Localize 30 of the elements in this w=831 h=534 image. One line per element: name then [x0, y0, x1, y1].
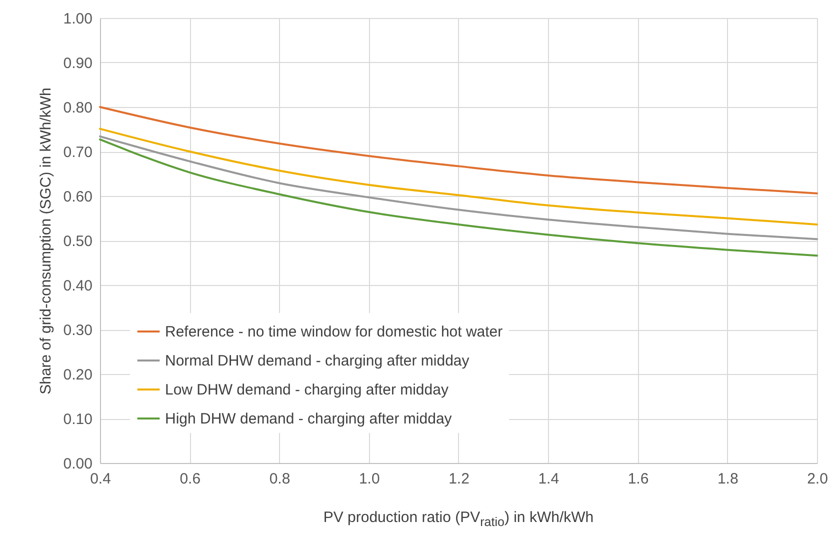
y-tick-label: 0.70	[63, 144, 92, 161]
y-tick-label: 0.10	[63, 411, 92, 428]
y-axis-title: Share of grid-consumption (SGC) in kWh/kWh	[37, 88, 54, 394]
y-tick-label: 0.60	[63, 188, 92, 206]
legend-label: High DHW demand - charging after midday	[165, 410, 452, 428]
y-tick-label: 0.40	[63, 278, 92, 294]
x-tick-label: 0.6	[180, 470, 201, 488]
x-tick-label: 2.0	[807, 470, 828, 488]
x-tick-label: 0.8	[269, 470, 290, 488]
y-tick-label: 0.00	[63, 456, 92, 472]
legend-label: Reference - no time window for domestic hot water	[165, 324, 503, 340]
x-tick-label: 1.8	[717, 470, 738, 488]
x-tick-label: 1.6	[628, 470, 649, 488]
line-series	[99, 128, 818, 226]
x-axis-title: PV production ratio (PV$_{ratio}$) in kWh/kWh	[322, 509, 595, 529]
line-series	[99, 138, 818, 257]
y-tick-label: 0.20	[63, 366, 92, 384]
y-tick-label: 0.90	[63, 55, 92, 72]
y-tick-label: 0.30	[63, 322, 92, 339]
x-tick-label: 1.0	[358, 470, 380, 488]
y-tick-label: 1.00	[63, 10, 92, 28]
line-series	[99, 135, 818, 240]
y-tick-label: 0.80	[63, 100, 92, 116]
x-tick-label: 0.4	[90, 470, 111, 488]
line-series	[99, 106, 818, 194]
legend-label: Normal DHW demand - charging after midday	[165, 352, 470, 370]
x-tick-label: 1.4	[538, 470, 560, 488]
x-tick-label: 1.2	[448, 470, 470, 488]
legend-label: Low DHW demand - charging after midday	[165, 382, 449, 398]
y-tick-label: 0.50	[63, 233, 92, 250]
